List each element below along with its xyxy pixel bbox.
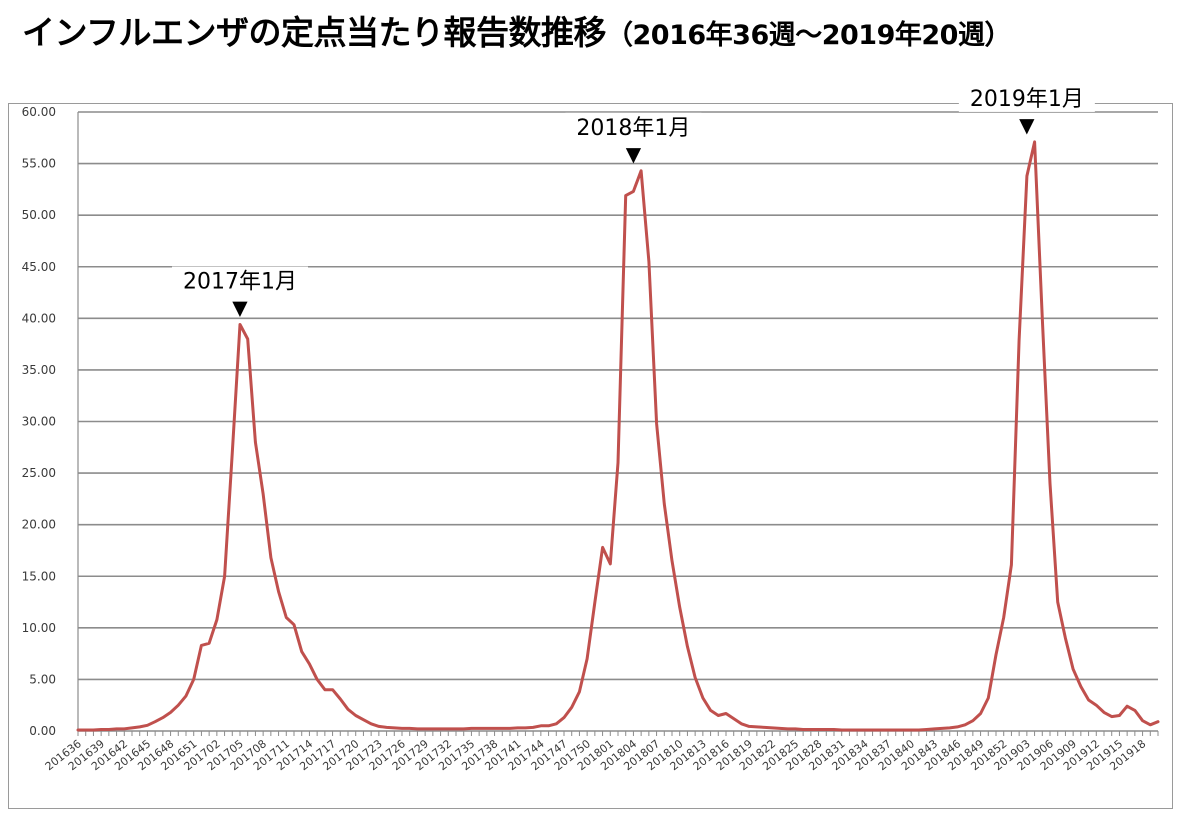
annotation-label: 2018年1月 (576, 116, 690, 141)
series-line (76, 140, 1160, 732)
y-tick-label: 5.00 (29, 672, 56, 686)
y-axis: 0.00 5.00 10.00 15.00 20.00 25.00 30.00 35.00 40… (22, 105, 56, 738)
chart-title-main: インフルエンザの定点当たり報告数推移 (22, 13, 607, 52)
annotation-marker: ▼ (626, 142, 642, 166)
annotation-label-bg (565, 112, 702, 141)
chart-title-period: （2016年36週〜2019年20週） (606, 20, 1011, 51)
y-tick-label: 20.00 (22, 518, 56, 532)
annotation: 2017年1月▼ (172, 266, 308, 320)
y-tick-label: 60.00 (22, 105, 56, 119)
y-tick-label: 10.00 (22, 621, 56, 635)
y-tick-label: 35.00 (22, 363, 56, 377)
annotation-marker: ▼ (232, 296, 248, 320)
annotation-marker: ▼ (1019, 113, 1035, 137)
annotation: 2018年1月▼ (565, 112, 702, 166)
y-tick-label: 0.00 (29, 724, 56, 738)
x-axis: 2016362016392016422016452016482016512017… (43, 731, 1159, 773)
annotation: 2019年1月▼ (958, 83, 1095, 137)
y-tick-label: 30.00 (22, 415, 56, 429)
y-tick-label: 15.00 (22, 569, 56, 583)
chart-frame (8, 103, 1173, 809)
y-tick-label: 50.00 (22, 208, 56, 222)
chart-title: インフルエンザの定点当たり報告数推移（2016年36週〜2019年20週） (22, 8, 1182, 58)
y-tick-label: 45.00 (22, 260, 56, 274)
y-tick-label: 25.00 (22, 466, 56, 480)
y-tick-label: 55.00 (22, 157, 56, 171)
annotation-label: 2019年1月 (970, 87, 1084, 112)
annotation-label-bg (958, 83, 1095, 112)
annotation-label-bg (172, 266, 308, 295)
annotations: 2017年1月▼2018年1月▼2019年1月▼ (172, 83, 1095, 320)
y-tick-label: 40.00 (22, 311, 56, 325)
annotation-label: 2017年1月 (183, 270, 297, 295)
